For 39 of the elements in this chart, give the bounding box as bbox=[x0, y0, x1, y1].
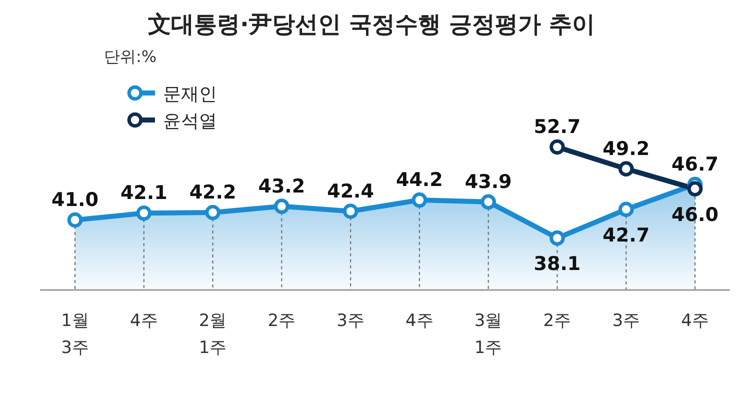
data-label: 43.2 bbox=[258, 175, 306, 198]
x-tick-label: 3주 bbox=[612, 311, 640, 331]
data-label: 43.9 bbox=[464, 170, 512, 193]
data-label: 42.1 bbox=[120, 182, 168, 204]
x-tick-label: 3월 1주 bbox=[474, 311, 502, 358]
x-tick-label: 3주 bbox=[336, 311, 364, 331]
data-label: 49.2 bbox=[602, 138, 650, 160]
x-tick-label: 4주 bbox=[130, 311, 158, 331]
point bbox=[687, 181, 703, 196]
point bbox=[342, 204, 358, 219]
x-tick-label: 4주 bbox=[681, 311, 709, 331]
point bbox=[136, 205, 152, 221]
point bbox=[274, 198, 290, 214]
point bbox=[412, 192, 428, 208]
data-label: 46.0 bbox=[672, 204, 718, 226]
x-tick-label: 2주 bbox=[268, 311, 296, 331]
legend-label: 문재인 bbox=[163, 84, 217, 105]
data-label: 42.4 bbox=[327, 180, 374, 202]
point bbox=[550, 139, 565, 155]
data-label: 52.7 bbox=[534, 116, 581, 138]
point bbox=[205, 204, 220, 220]
x-tick-label: 4주 bbox=[406, 311, 434, 331]
x-tick-label: 2주 bbox=[543, 311, 572, 331]
data-label: 38.1 bbox=[534, 253, 581, 276]
data-label: 46.7 bbox=[672, 153, 718, 176]
data-label: 42.2 bbox=[189, 182, 236, 204]
point bbox=[550, 230, 565, 246]
point bbox=[618, 202, 634, 218]
point bbox=[67, 212, 83, 228]
data-label: 42.7 bbox=[602, 224, 650, 246]
legend-label: 윤석열 bbox=[163, 111, 217, 132]
chart-title: 文대통령·尹당선인 국정수행 긍정평가 추이 bbox=[147, 12, 595, 38]
x-tick-label: 1월 3주 bbox=[61, 311, 89, 358]
data-label: 41.0 bbox=[52, 188, 98, 211]
point bbox=[618, 161, 634, 176]
x-tick-label: 2월 1주 bbox=[198, 311, 227, 358]
chart-subtitle: 단위:% bbox=[104, 47, 157, 66]
point bbox=[480, 194, 496, 210]
data-label: 44.2 bbox=[396, 169, 443, 192]
